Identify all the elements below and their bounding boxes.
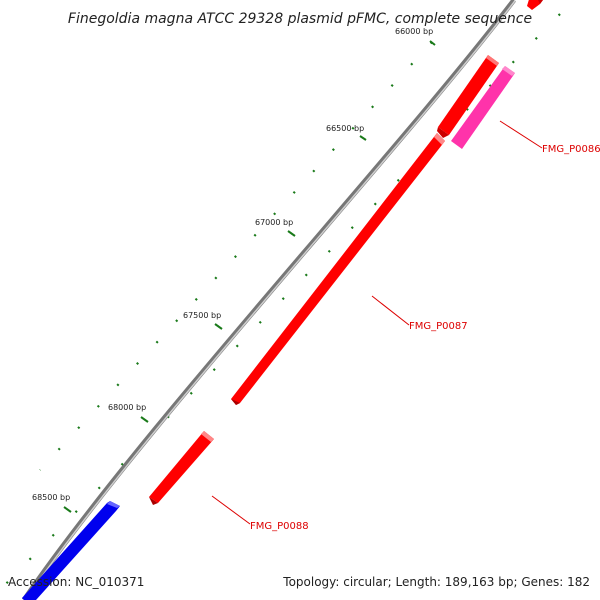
gene-top-partial[interactable] — [527, 0, 546, 10]
tick-66500: 66500 bp — [326, 124, 367, 141]
tick-66000: 66000 bp — [395, 27, 436, 46]
tick-67500: 67500 bp — [183, 311, 223, 330]
gene-fmg-p0088[interactable] — [149, 431, 214, 505]
accession-text: Accession: NC_010371 — [8, 575, 144, 589]
tick-label: 66000 bp — [395, 27, 433, 36]
tick-label: 67000 bp — [255, 218, 293, 227]
gene-reverse-blue[interactable] — [22, 501, 120, 600]
label-leader-fmg-p0088 — [211, 495, 251, 525]
sequence-backbone — [21, 0, 516, 600]
gc-ring-inner — [0, 13, 561, 591]
topology-summary: Topology: circular; Length: 189,163 bp; … — [282, 575, 590, 589]
label-leader-fmg-p0087 — [371, 295, 410, 326]
gene-fmg-p0086[interactable] — [451, 66, 515, 149]
tick-label: 68000 bp — [108, 403, 146, 412]
gc-ring-outer — [39, 41, 433, 471]
label-leader-fmg-p0086 — [499, 120, 543, 149]
position-ticks: 66000 bp 66500 bp 67000 bp 67500 bp 6800… — [32, 27, 436, 513]
gene-label-fmg-p0086[interactable]: FMG_P0086 — [542, 144, 600, 155]
backbone-highlight — [24, 0, 516, 600]
gene-fmg-p0087[interactable] — [231, 133, 445, 405]
gene-upper-red[interactable] — [437, 55, 499, 138]
tick-label: 67500 bp — [183, 311, 221, 320]
gc-content-track — [0, 13, 561, 591]
tick-67000: 67000 bp — [255, 218, 296, 237]
gene-label-fmg-p0088[interactable]: FMG_P0088 — [250, 521, 309, 532]
gene-label-fmg-p0087[interactable]: FMG_P0087 — [409, 321, 468, 332]
tick-label: 68500 bp — [32, 493, 70, 502]
tick-68000: 68000 bp — [108, 403, 149, 423]
backbone-arc — [21, 0, 516, 600]
tick-68500: 68500 bp — [32, 493, 72, 513]
map-title: Finegoldia magna ATCC 29328 plasmid pFMC… — [68, 11, 532, 27]
tick-label: 66500 bp — [326, 124, 364, 133]
